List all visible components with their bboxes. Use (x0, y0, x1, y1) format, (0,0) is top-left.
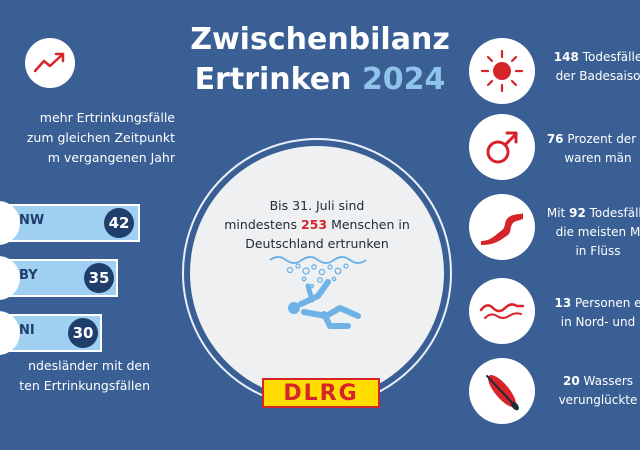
state-circle (0, 201, 20, 245)
center-line-2-post: Menschen in (331, 217, 410, 232)
fact-number: 148 (553, 50, 579, 64)
fact-line-1: Personen e (575, 296, 640, 310)
river-icon (469, 194, 535, 260)
page-title: Zwischenbilanz Ertrinken 2024 (180, 20, 460, 100)
trend-up-icon (25, 38, 75, 88)
states-caption-line-1: ndesländer mit den (28, 358, 150, 373)
fact-line: 13 Personen e (533, 294, 640, 313)
state-row-by: BY 35 (0, 256, 118, 300)
center-line-2: mindestens 253 Menschen in (220, 215, 414, 234)
center-line-1: Bis 31. Juli sind (269, 198, 365, 213)
dlrg-logo: DLRG (262, 378, 380, 408)
center-line-3: Deutschland ertrunken (245, 236, 389, 251)
fact-number: 92 (569, 206, 586, 220)
fact-line-3: in Flüss (575, 244, 621, 258)
fact-text-1: 148 Todesfälle der Badesaiso (533, 48, 640, 86)
trend-line-1: mehr Ertrinkungsfälle (39, 110, 175, 125)
state-value: 42 (104, 208, 134, 238)
sun-icon (469, 38, 535, 104)
state-label: BY (19, 268, 38, 283)
fact-text-4: 13 Personen e in Nord- und (533, 294, 640, 332)
title-line-1: Zwischenbilanz (190, 22, 450, 57)
states-caption: ndesländer mit den ten Ertrinkungsfällen (0, 356, 150, 396)
state-value: 30 (68, 318, 98, 348)
fact-text-5: 20 Wassers verunglückte (533, 372, 640, 410)
fact-line: 20 Wassers (533, 372, 640, 391)
center-disc (190, 146, 444, 400)
drowning-person-icon (268, 252, 372, 332)
fact-line-1: Prozent der D (567, 132, 640, 146)
fact-number: 13 (554, 296, 572, 310)
state-row-ni: NI 30 (0, 311, 102, 355)
fact-line-1: Wassers (583, 374, 634, 388)
fact-text-3: Mit 92 Todesfälle die meisten M in Flüss (533, 204, 640, 261)
waves-icon (469, 278, 535, 344)
fact-line-2: waren män (564, 151, 632, 165)
states-caption-line-2: ten Ertrinkungsfällen (19, 378, 150, 393)
state-circle (0, 256, 20, 300)
fact-text-2: 76 Prozent der D waren män (533, 130, 640, 168)
male-symbol-icon (469, 114, 535, 180)
trend-line-3: m vergangenen Jahr (47, 150, 175, 165)
state-label: NW (19, 213, 45, 228)
fact-line-1: Todesfälle (589, 206, 640, 220)
center-line-2-pre: mindestens (224, 217, 297, 232)
fact-line-1: Todesfälle (582, 50, 640, 64)
fact-line-2: in Nord- und (560, 315, 636, 329)
fact-line-2: die meisten M (555, 225, 640, 239)
trend-line-2: zum gleichen Zeitpunkt (26, 130, 175, 145)
fact-line-2: der Badesaiso (555, 69, 640, 83)
drowning-count: 253 (300, 217, 328, 232)
title-line-2: Ertrinken 2024 (180, 60, 460, 100)
fact-line: 148 Todesfälle (533, 48, 640, 67)
center-statement: Bis 31. Juli sind mindestens 253 Mensche… (220, 196, 414, 253)
fact-line-2: verunglückte (558, 393, 638, 407)
state-label: NI (19, 323, 35, 338)
fact-line-1-pre: Mit (546, 206, 566, 220)
fact-number: 76 (546, 132, 564, 146)
fact-line: 76 Prozent der D (533, 130, 640, 149)
state-circle (0, 311, 20, 355)
trend-description: mehr Ertrinkungsfälle zum gleichen Zeitp… (0, 108, 175, 168)
paddleboard-icon (469, 358, 535, 424)
title-year: 2024 (361, 62, 446, 97)
title-word: Ertrinken (194, 62, 352, 97)
fact-number: 20 (562, 374, 580, 388)
state-row-nw: NW 42 (0, 201, 140, 245)
state-value: 35 (84, 263, 114, 293)
fact-line: Mit 92 Todesfälle (533, 204, 640, 223)
